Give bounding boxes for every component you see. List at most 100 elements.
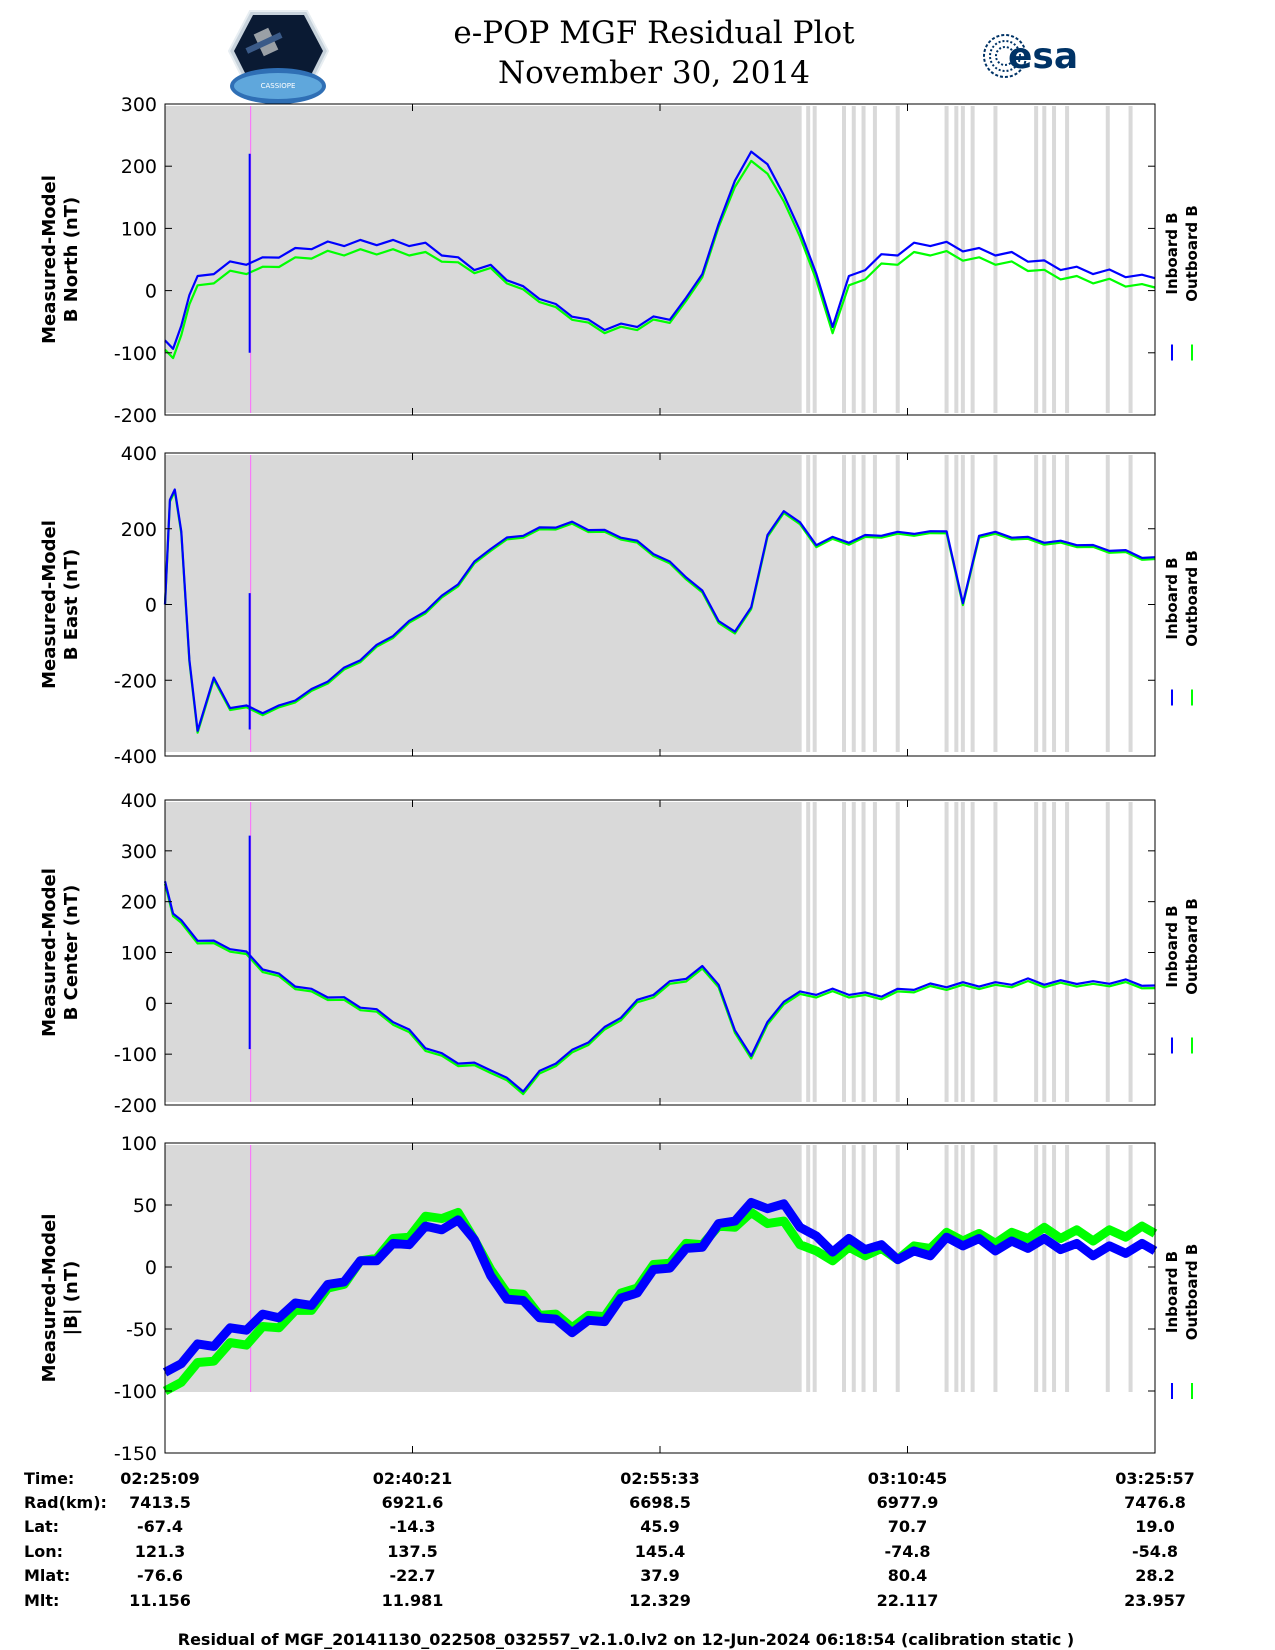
coverage-gap-line <box>895 802 900 1102</box>
ephemeris-cell: -22.7 <box>389 1566 435 1585</box>
coverage-gap-line <box>1034 1145 1039 1392</box>
y-tick-label: 300 <box>121 94 157 116</box>
coverage-gap-line <box>806 802 811 1102</box>
ephemeris-row-label: Lat: <box>24 1517 59 1536</box>
coverage-gap-line <box>1034 455 1039 752</box>
coverage-gap-line <box>1065 1145 1070 1392</box>
coverage-gap-line <box>993 802 998 1102</box>
y-tick-label: -100 <box>114 343 157 365</box>
coverage-gap-line <box>851 106 856 413</box>
coverage-gap-line <box>1105 802 1110 1102</box>
coverage-band <box>165 802 802 1102</box>
ephemeris-cell: 02:25:09 <box>120 1469 200 1488</box>
coverage-gap-line <box>993 455 998 752</box>
ephemeris-cell: 37.9 <box>640 1566 679 1585</box>
ephemeris-cell: -76.6 <box>137 1566 183 1585</box>
coverage-gap-line <box>812 1145 817 1392</box>
coverage-band <box>165 106 802 413</box>
ephemeris-cell: 19.0 <box>1135 1517 1174 1536</box>
y-axis-label-line2: |B| (nT) <box>61 1261 82 1336</box>
coverage-gap-line <box>1042 455 1047 752</box>
coverage-gap-line <box>993 106 998 413</box>
coverage-gap-line <box>1128 455 1133 752</box>
legend-inboard-label: Inboard B <box>1163 212 1181 294</box>
coverage-gap-line <box>1105 1145 1110 1392</box>
ephemeris-row-label: Rad(km): <box>24 1493 107 1512</box>
y-axis-label: Measured-Model B North (nT) <box>39 175 82 344</box>
coverage-gap-line <box>861 802 866 1102</box>
y-axis-label-line2: B Center (nT) <box>61 885 82 1021</box>
coverage-gap-line <box>954 455 959 752</box>
legend: Inboard B Outboard B <box>1163 1244 1201 1341</box>
ephemeris-row-label: Lon: <box>24 1542 63 1561</box>
ephemeris-cell: 80.4 <box>888 1566 927 1585</box>
footer-caption: Residual of MGF_20141130_022508_032557_v… <box>178 1630 1074 1649</box>
figure-title-line2: November 30, 2014 <box>498 55 810 91</box>
coverage-gap-line <box>895 106 900 413</box>
coverage-gap-line <box>872 802 877 1102</box>
coverage-gap-line <box>1052 1145 1057 1392</box>
coverage-band <box>165 455 802 752</box>
ephemeris-cell: 22.117 <box>877 1591 939 1610</box>
coverage-gap-line <box>806 455 811 752</box>
ephemeris-cell: 02:55:33 <box>620 1469 700 1488</box>
coverage-gap-line <box>841 1145 846 1392</box>
ephemeris-row-label: Mlt: <box>24 1591 59 1610</box>
coverage-gap-line <box>1128 106 1133 413</box>
cassiope-mission-logo: CASSIOPE <box>227 10 330 104</box>
legend-inboard-label: Inboard B <box>1163 905 1181 987</box>
outboard-series-line <box>163 883 1156 1096</box>
esa-logo: esa <box>983 34 1078 78</box>
coverage-gap-line <box>812 455 817 752</box>
y-tick-label: 400 <box>121 790 157 812</box>
outboard-series-line <box>164 159 1156 360</box>
legend: Inboard B Outboard B <box>1163 550 1201 647</box>
coverage-gap-line <box>895 1145 900 1392</box>
panel-2: -400 -200 0 200 400 Measured-Model B East (nT)… <box>39 443 1201 768</box>
legend: Inboard B Outboard B <box>1163 205 1201 302</box>
ephemeris-table: Time: Rad(km): Lat: Lon: Mlat: Mlt: 02:25:09 74… <box>24 1469 1195 1610</box>
coverage-gap-line <box>970 455 975 752</box>
coverage-gap-line <box>944 802 949 1102</box>
coverage-gap-line <box>1052 106 1057 413</box>
ephemeris-cell: 11.156 <box>129 1591 191 1610</box>
coverage-gap-line <box>960 802 965 1102</box>
legend-inboard-label: Inboard B <box>1163 1251 1181 1333</box>
legend: Inboard B Outboard B <box>1163 898 1201 995</box>
coverage-gap-line <box>970 802 975 1102</box>
coverage-gap-line <box>861 455 866 752</box>
ephemeris-row-label: Mlat: <box>24 1566 70 1585</box>
coverage-gap-line <box>1065 802 1070 1102</box>
coverage-gap-line <box>944 455 949 752</box>
ephemeris-cell: 137.5 <box>387 1542 438 1561</box>
ephemeris-cell: 7476.8 <box>1124 1493 1186 1512</box>
coverage-gap-line <box>851 455 856 752</box>
legend-outboard-label: Outboard B <box>1183 898 1201 995</box>
y-tick-label: 100 <box>121 943 157 965</box>
coverage-gap-line <box>1105 106 1110 413</box>
ephemeris-cell: 03:25:57 <box>1115 1469 1195 1488</box>
y-tick-label: -200 <box>114 670 157 692</box>
coverage-gap-line <box>954 802 959 1102</box>
panel-3: -200 -100 0 100 200 300 400 Measured-Model B Cen… <box>39 790 1201 1117</box>
ephemeris-cell: 23.957 <box>1124 1591 1186 1610</box>
coverage-gap-line <box>993 1145 998 1392</box>
coverage-gap-line <box>954 1145 959 1392</box>
coverage-gap-line <box>1105 455 1110 752</box>
y-axis-label-line2: B North (nT) <box>61 197 82 323</box>
figure-title-line1: e-POP MGF Residual Plot <box>453 15 855 51</box>
coverage-gap-line <box>1052 802 1057 1102</box>
y-tick-label: -50 <box>126 1319 157 1341</box>
y-tick-label: 200 <box>121 519 157 541</box>
esa-logo-text: esa <box>1008 36 1078 77</box>
inboard-series-line <box>163 881 1156 1093</box>
outboard-series-line <box>163 490 1156 734</box>
y-axis-label: Measured-Model |B| (nT) <box>39 1214 82 1383</box>
y-axis-label: Measured-Model B Center (nT) <box>39 868 82 1037</box>
y-tick-label: 100 <box>121 218 157 240</box>
panel-4: -150 -100 -50 0 50 100 Measured-Model |B| (nT) I… <box>39 1133 1201 1465</box>
legend-outboard-label: Outboard B <box>1183 205 1201 302</box>
ephemeris-cell: 70.7 <box>888 1517 927 1536</box>
